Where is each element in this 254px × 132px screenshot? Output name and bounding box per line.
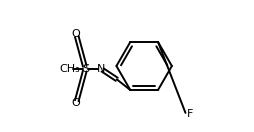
Text: O: O [72,98,81,108]
Text: F: F [187,109,194,119]
Text: N: N [97,64,105,74]
Text: O: O [72,29,81,39]
Text: CH₃: CH₃ [59,64,80,74]
Text: S: S [82,64,89,74]
